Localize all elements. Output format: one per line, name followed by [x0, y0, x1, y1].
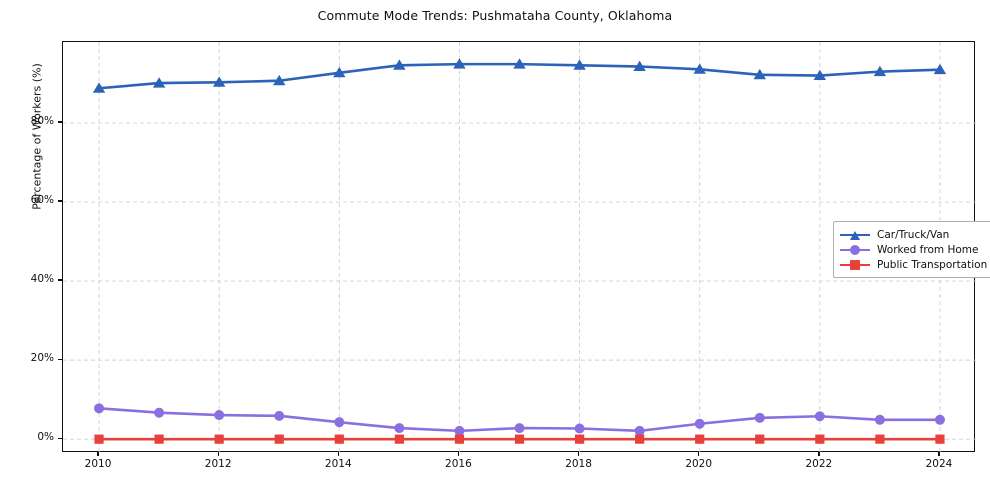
legend-label: Worked from Home	[877, 243, 979, 256]
x-tick-mark	[577, 452, 580, 456]
series-layer	[92, 58, 947, 444]
data-point	[633, 60, 646, 71]
data-point	[453, 58, 466, 69]
data-point	[92, 82, 106, 93]
data-point	[513, 58, 526, 69]
data-point	[695, 434, 705, 444]
data-point	[94, 403, 105, 414]
data-point	[152, 77, 166, 88]
data-point	[514, 423, 525, 434]
y-tick-mark	[58, 358, 62, 360]
legend-marker-triangle-icon	[850, 230, 860, 240]
legend-swatch	[840, 228, 870, 242]
legend-marker-square-icon	[850, 259, 860, 270]
data-point	[753, 68, 766, 80]
data-point	[274, 434, 284, 444]
data-point	[154, 434, 164, 444]
data-point	[935, 434, 945, 444]
data-point	[274, 410, 285, 421]
data-point	[573, 59, 586, 70]
data-point	[574, 423, 585, 434]
data-point	[333, 66, 346, 78]
y-tick-mark	[58, 200, 62, 202]
data-point	[154, 407, 165, 418]
data-point	[214, 410, 225, 421]
y-tick-label: 80%	[30, 115, 54, 127]
data-point	[755, 434, 765, 444]
data-point	[873, 65, 887, 77]
x-tick-mark	[217, 452, 219, 456]
data-point	[212, 76, 226, 87]
legend-swatch	[840, 258, 870, 272]
data-point	[273, 74, 286, 86]
data-point	[634, 425, 645, 436]
series-public-transportation	[94, 434, 945, 444]
data-point	[635, 434, 645, 444]
x-tick-mark	[698, 452, 700, 456]
data-point	[334, 434, 344, 444]
data-point	[875, 434, 885, 444]
data-point	[815, 434, 825, 444]
data-point	[454, 434, 465, 444]
data-point	[574, 434, 585, 444]
series-worked-from-home	[94, 403, 945, 436]
data-point	[693, 63, 706, 74]
x-tick-mark	[97, 452, 99, 456]
x-tick-label: 2012	[204, 458, 232, 470]
y-tick-label: 40%	[30, 273, 54, 286]
legend-marker-circle-icon	[850, 244, 860, 255]
plot-canvas	[63, 42, 976, 453]
y-tick-mark	[58, 437, 62, 439]
data-point	[813, 69, 827, 81]
y-axis-label: Percentage of Workers (%)	[30, 63, 44, 210]
data-point	[874, 414, 885, 425]
chart-legend[interactable]: Car/Truck/Van Worked from Home Public Tran…	[833, 221, 990, 278]
data-point	[394, 423, 405, 434]
data-point	[814, 411, 825, 422]
legend-item[interactable]: Public Transportation	[840, 257, 987, 272]
data-point	[394, 434, 404, 444]
data-point	[94, 434, 104, 444]
y-tick-label: 20%	[30, 352, 54, 365]
data-point	[933, 63, 947, 75]
legend-label: Public Transportation	[877, 258, 988, 271]
x-tick-mark	[337, 452, 339, 456]
x-tick-label: 2016	[445, 458, 472, 470]
legend-item[interactable]: Worked from Home	[840, 242, 987, 257]
y-tick-label: 0%	[37, 431, 54, 444]
y-tick-label: 60%	[30, 194, 54, 207]
x-tick-label: 2020	[685, 458, 713, 470]
x-tick-mark	[938, 452, 940, 456]
data-point	[754, 412, 765, 423]
chart-title: Commute Mode Trends: Pushmataha County, …	[317, 8, 673, 23]
x-tick-label: 2018	[565, 458, 592, 470]
legend-swatch	[840, 243, 870, 257]
data-point	[454, 425, 465, 436]
x-tick-label: 2010	[84, 458, 112, 470]
x-tick-mark	[457, 452, 460, 456]
x-tick-label: 2022	[805, 458, 833, 470]
legend-item[interactable]: Car/Truck/Van	[840, 227, 987, 242]
y-tick-mark	[58, 121, 62, 123]
data-point	[214, 434, 224, 444]
series-car-truck-van	[92, 58, 947, 93]
x-tick-mark	[818, 452, 820, 456]
legend-label: Car/Truck/Van	[877, 228, 950, 241]
x-tick-label: 2024	[925, 458, 953, 470]
x-tick-label: 2014	[324, 458, 352, 470]
data-point	[514, 434, 525, 444]
plot-area	[62, 41, 976, 453]
data-point	[694, 418, 705, 429]
data-point	[393, 59, 406, 70]
data-point	[934, 414, 945, 425]
data-point	[334, 417, 345, 428]
y-tick-mark	[58, 279, 62, 281]
